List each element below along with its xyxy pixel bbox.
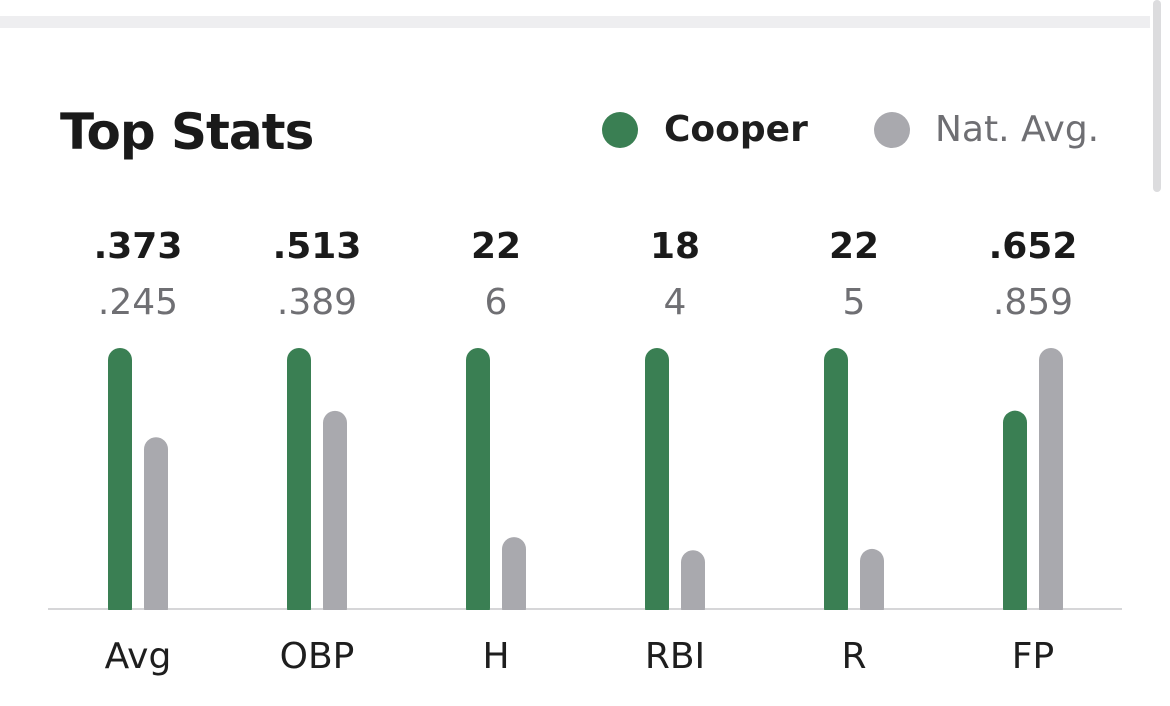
category-label-h: H xyxy=(482,636,509,677)
bar-cooper-avg xyxy=(108,348,132,620)
category-label-avg: Avg xyxy=(105,636,172,677)
bar-nat-avg-h xyxy=(502,537,526,620)
bar-nat-avg-fp xyxy=(1039,348,1063,620)
section-title: Top Stats xyxy=(60,103,314,161)
category-label-obp: OBP xyxy=(280,636,355,677)
scrollbar[interactable] xyxy=(1153,0,1161,192)
legend-label-cooper: Cooper xyxy=(664,109,808,150)
value-label-cooper-fp: .652 xyxy=(989,226,1078,267)
value-label-cooper-h: 22 xyxy=(471,226,521,267)
category-label-rbi: RBI xyxy=(645,636,705,677)
bar-nat-avg-avg xyxy=(144,437,168,620)
top-divider xyxy=(0,0,1170,30)
legend-dot-cooper xyxy=(602,112,638,148)
value-label-nat-avg-rbi: 4 xyxy=(664,282,687,323)
category-label-r: R xyxy=(841,636,866,677)
bar-nat-avg-r xyxy=(860,548,884,620)
bar-cooper-rbi xyxy=(645,348,669,620)
value-label-cooper-r: 22 xyxy=(829,226,879,267)
value-label-nat-avg-fp: .859 xyxy=(993,282,1073,323)
bar-nat-avg-rbi xyxy=(681,550,705,620)
bar-nat-avg-obp xyxy=(323,410,347,620)
bar-cooper-r xyxy=(824,348,848,620)
category-label-fp: FP xyxy=(1012,636,1054,677)
legend-item-cooper: Cooper xyxy=(602,108,808,152)
value-label-cooper-rbi: 18 xyxy=(650,226,700,267)
value-label-nat-avg-r: 5 xyxy=(843,282,866,323)
value-label-nat-avg-avg: .245 xyxy=(98,282,178,323)
value-label-cooper-obp: .513 xyxy=(273,226,362,267)
legend-label-nat-avg: Nat. Avg. xyxy=(935,109,1100,150)
legend-item-nat-avg: Nat. Avg. xyxy=(874,108,1099,152)
baseline-mask xyxy=(0,610,1150,650)
bar-cooper-fp xyxy=(1003,410,1027,620)
value-label-nat-avg-h: 6 xyxy=(485,282,508,323)
bar-cooper-obp xyxy=(287,348,311,620)
bar-cooper-h xyxy=(466,348,490,620)
legend-dot-nat-avg xyxy=(874,112,910,148)
value-label-nat-avg-obp: .389 xyxy=(277,282,357,323)
value-label-cooper-avg: .373 xyxy=(94,226,183,267)
